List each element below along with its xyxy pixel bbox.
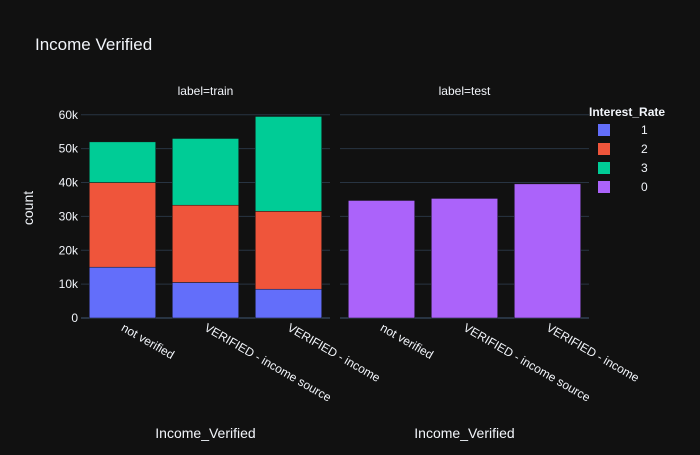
y-tick-label: 10k: [59, 277, 79, 291]
x-tick-label: not verified: [119, 320, 177, 361]
bar-segment-1: [172, 282, 239, 319]
legend-swatch-3: [598, 162, 610, 174]
bar-segment-3: [255, 116, 322, 212]
legend-title: Interest_Rate: [589, 105, 665, 119]
bar-segment-0: [514, 183, 581, 319]
x-tick-label: not verified: [378, 320, 436, 361]
bar-segment-2: [255, 211, 322, 290]
facet-label: label=train: [178, 84, 234, 98]
y-axis-label: count: [20, 191, 36, 225]
y-tick-label: 30k: [59, 209, 79, 223]
legend-entry-label: 3: [641, 161, 648, 175]
grid-layer: [81, 114, 589, 319]
facet-label: label=test: [439, 84, 491, 98]
legend-swatch-1: [598, 124, 610, 136]
bar-segment-1: [255, 288, 322, 319]
legend-entry-label: 0: [641, 180, 648, 194]
y-tick-label: 50k: [59, 142, 79, 156]
bars-layer: [89, 116, 581, 319]
y-tick-label: 40k: [59, 176, 79, 190]
bar-segment-3: [89, 141, 156, 183]
legend-entry-label: 2: [641, 142, 648, 156]
legend-swatch-2: [598, 143, 610, 155]
bar-segment-3: [172, 138, 239, 206]
bar-segment-0: [431, 198, 498, 319]
x-axis-label: Income_Verified: [414, 425, 514, 441]
bar-segment-1: [89, 266, 156, 319]
legend-swatch-0: [598, 181, 610, 193]
bar-segment-0: [348, 200, 415, 319]
y-tick-label: 60k: [59, 108, 79, 122]
legend: Interest_Rate 1 2 3 0: [589, 105, 665, 194]
legend-entry-label: 1: [641, 123, 648, 137]
y-tick-label: 0: [71, 311, 78, 325]
bar-segment-2: [89, 182, 156, 268]
y-tick-label: 20k: [59, 243, 79, 257]
bar-segment-2: [172, 204, 239, 283]
chart-title: Income Verified: [35, 35, 152, 54]
x-axis-label: Income_Verified: [155, 425, 255, 441]
